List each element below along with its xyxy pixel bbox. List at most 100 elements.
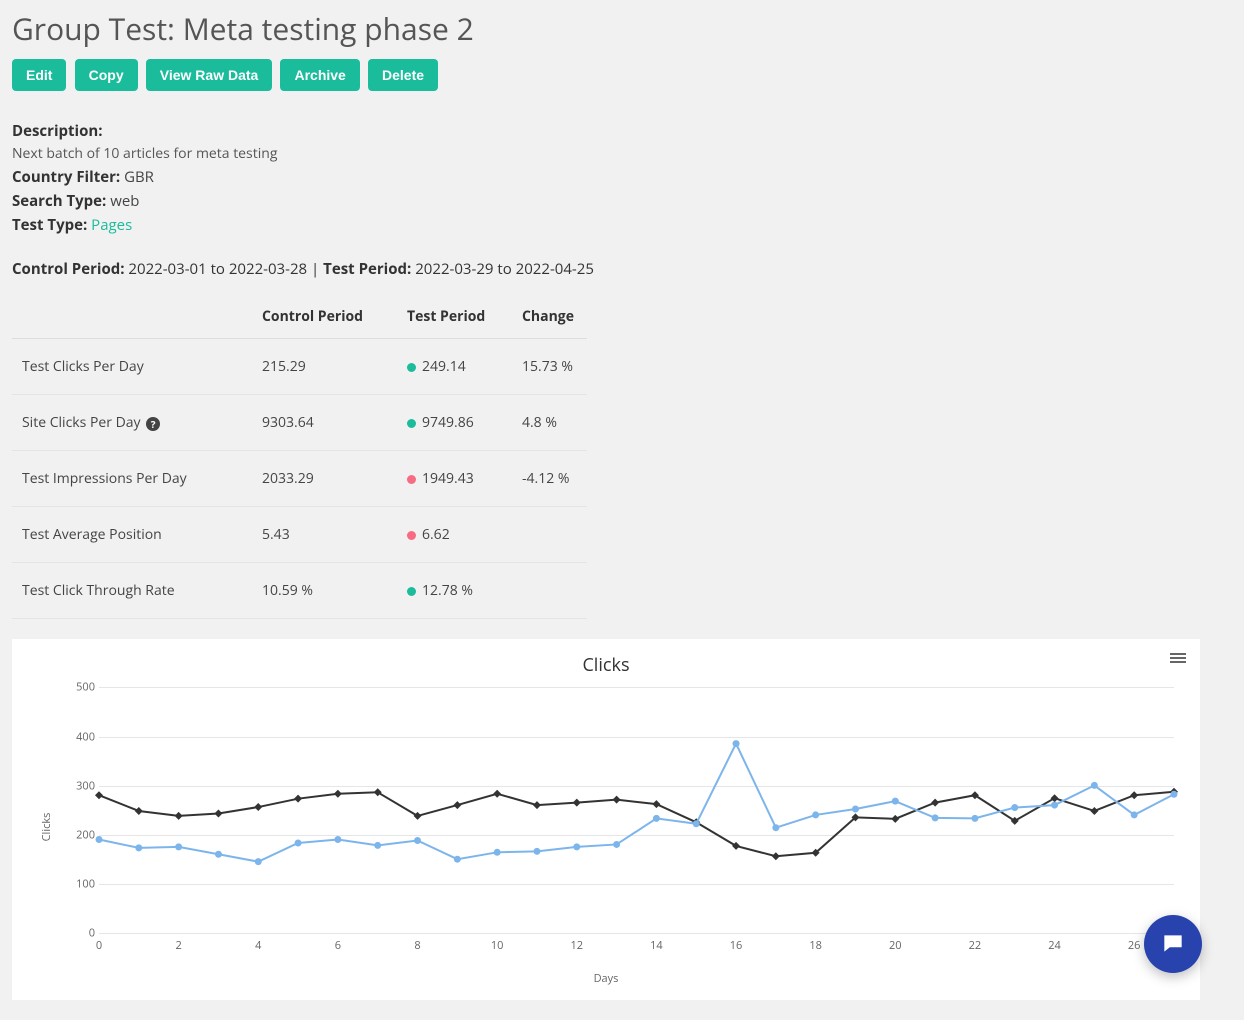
chart-marker — [493, 790, 501, 798]
chart-marker — [812, 812, 819, 819]
period-separator: | — [311, 259, 323, 279]
chart-marker — [533, 848, 540, 855]
x-tick: 22 — [969, 938, 982, 953]
test-value: 6.62 — [397, 507, 512, 563]
chart-marker — [1171, 791, 1178, 798]
y-tick: 500 — [61, 680, 95, 695]
description-label: Description: — [12, 121, 103, 141]
y-tick: 300 — [61, 778, 95, 793]
x-tick: 14 — [650, 938, 663, 953]
table-row: Site Clicks Per Day ?9303.649749.864.8 % — [12, 395, 587, 451]
chart-series-line — [99, 792, 1174, 856]
test-value: 249.14 — [397, 339, 512, 395]
chart-menu-icon[interactable] — [1170, 651, 1186, 665]
x-tick: 6 — [335, 938, 341, 953]
chart-marker — [254, 803, 262, 811]
chart-marker — [852, 806, 859, 813]
metric-name: Site Clicks Per Day ? — [12, 395, 252, 451]
col-test: Test Period — [397, 295, 512, 339]
test-value: 12.78 % — [397, 563, 512, 619]
copy-button[interactable]: Copy — [75, 59, 138, 91]
control-period-value: 2022-03-01 to 2022-03-28 — [128, 259, 307, 279]
control-value: 5.43 — [252, 507, 397, 563]
help-icon[interactable]: ? — [146, 417, 160, 431]
chart-marker — [613, 841, 620, 848]
metric-name: Test Impressions Per Day — [12, 451, 252, 507]
chart-marker — [971, 815, 978, 822]
metrics-table: Control Period Test Period Change Test C… — [12, 295, 587, 619]
change-value: -4.12 % — [512, 451, 587, 507]
chart-plot-area: 010020030040050002468101214161820222426 — [98, 687, 1174, 933]
chart-marker — [653, 815, 660, 822]
x-tick: 26 — [1128, 938, 1141, 953]
chart-xlabel: Days — [22, 971, 1190, 986]
chart-marker — [295, 840, 302, 847]
control-value: 215.29 — [252, 339, 397, 395]
country-filter-label: Country Filter: — [12, 167, 120, 187]
x-tick: 12 — [570, 938, 583, 953]
status-dot — [407, 587, 416, 596]
edit-button[interactable]: Edit — [12, 59, 66, 91]
control-value: 10.59 % — [252, 563, 397, 619]
chat-icon — [1160, 931, 1186, 957]
chart-marker — [135, 845, 142, 852]
test-value: 1949.43 — [397, 451, 512, 507]
chart-marker — [454, 856, 461, 863]
test-type-link[interactable]: Pages — [91, 215, 132, 235]
status-dot — [407, 531, 416, 540]
y-tick: 400 — [61, 729, 95, 744]
test-period-label: Test Period: — [323, 259, 411, 279]
periods-line: Control Period: 2022-03-01 to 2022-03-28… — [12, 259, 1232, 279]
test-value: 9749.86 — [397, 395, 512, 451]
archive-button[interactable]: Archive — [280, 59, 359, 91]
control-value: 2033.29 — [252, 451, 397, 507]
test-type-label: Test Type: — [12, 215, 87, 235]
change-value: 4.8 % — [512, 395, 587, 451]
col-change: Change — [512, 295, 587, 339]
view-raw-data-button[interactable]: View Raw Data — [146, 59, 273, 91]
action-buttons: Edit Copy View Raw Data Archive Delete — [12, 59, 1232, 91]
x-tick: 2 — [175, 938, 181, 953]
x-tick: 24 — [1048, 938, 1061, 953]
description-text: Next batch of 10 articles for meta testi… — [12, 143, 1232, 165]
x-tick: 4 — [255, 938, 261, 953]
chart-marker — [494, 849, 501, 856]
metric-name: Test Clicks Per Day — [12, 339, 252, 395]
chart-title: Clicks — [22, 647, 1190, 681]
col-metric — [12, 295, 252, 339]
chart-marker — [652, 800, 660, 808]
col-control: Control Period — [252, 295, 397, 339]
chart-marker — [135, 807, 143, 815]
chart-marker — [573, 799, 581, 807]
chart-marker — [772, 853, 780, 861]
change-value — [512, 563, 587, 619]
table-row: Test Impressions Per Day 2033.291949.43-… — [12, 451, 587, 507]
chart-marker — [693, 821, 700, 828]
metric-name: Test Click Through Rate — [12, 563, 252, 619]
chart-marker — [573, 844, 580, 851]
chart-marker — [255, 859, 262, 866]
x-tick: 0 — [96, 938, 102, 953]
status-dot — [407, 419, 416, 428]
country-filter-value: GBR — [124, 167, 154, 187]
search-type-value: web — [110, 191, 139, 211]
meta-block: Description: Next batch of 10 articles f… — [12, 119, 1232, 237]
chart-marker — [533, 801, 541, 809]
chart-marker — [1051, 802, 1058, 809]
chart-marker — [215, 851, 222, 858]
chart-marker — [772, 825, 779, 832]
chart-marker — [334, 836, 341, 843]
help-fab[interactable] — [1144, 915, 1202, 973]
x-tick: 16 — [730, 938, 743, 953]
chart-marker — [1051, 795, 1059, 803]
chart-marker — [175, 844, 182, 851]
delete-button[interactable]: Delete — [368, 59, 438, 91]
chart-marker — [1091, 782, 1098, 789]
chart-ylabel: Clicks — [39, 813, 54, 842]
chart-marker — [932, 815, 939, 822]
x-tick: 10 — [491, 938, 504, 953]
y-tick: 100 — [61, 877, 95, 892]
chart-marker — [96, 836, 103, 843]
table-row: Test Average Position 5.436.62 — [12, 507, 587, 563]
chart-marker — [1090, 807, 1098, 815]
